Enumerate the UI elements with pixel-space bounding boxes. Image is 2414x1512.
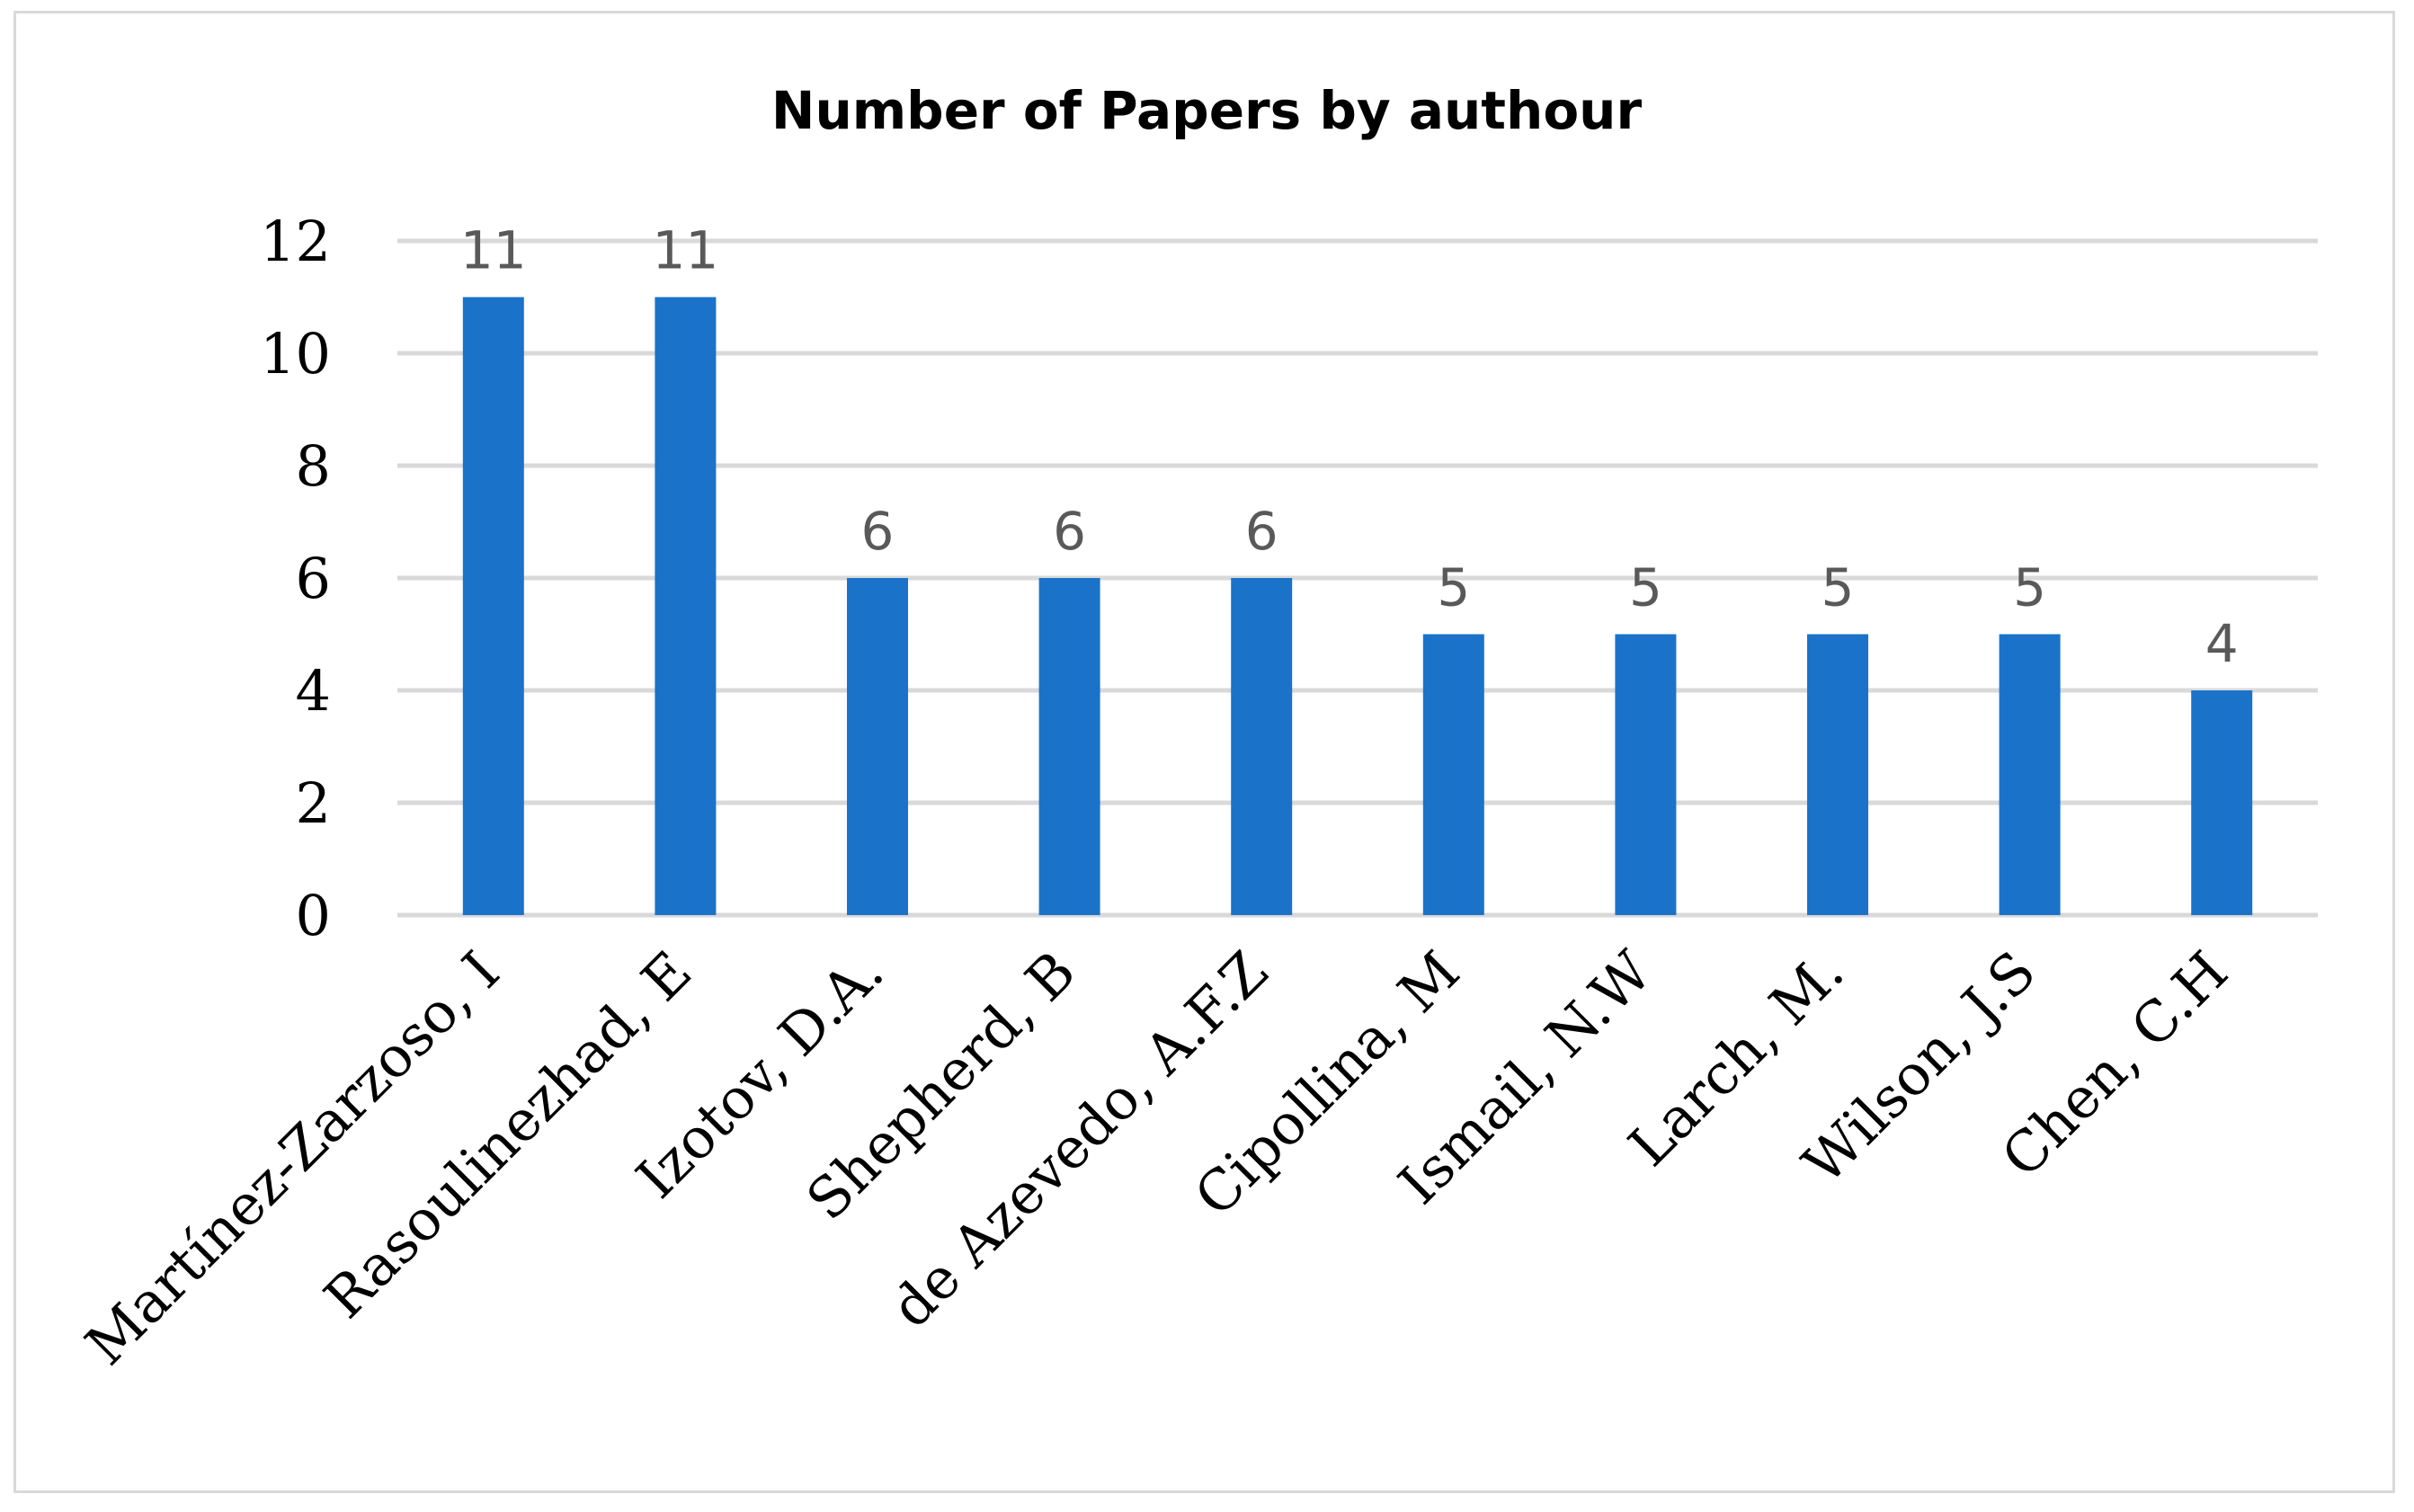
x-tick-label: de Azevedo, A.F.Z	[878, 938, 1280, 1340]
bar	[1807, 634, 1868, 915]
data-label: 6	[1053, 501, 1086, 562]
data-label: 6	[861, 501, 895, 562]
data-label: 5	[2013, 557, 2046, 618]
y-tick-label: 0	[296, 883, 331, 948]
data-label: 6	[1245, 501, 1278, 562]
data-label: 11	[460, 220, 527, 281]
bar	[1231, 578, 1293, 915]
y-tick-label: 12	[260, 209, 331, 274]
data-label: 4	[2205, 613, 2239, 674]
data-label: 5	[1437, 557, 1470, 618]
bar	[655, 297, 717, 915]
bar	[847, 578, 908, 915]
bars	[462, 297, 2253, 915]
y-tick-label: 10	[260, 321, 331, 387]
data-labels: 11 11 6 6 6 5 5 5 5 4	[460, 220, 2239, 675]
chart-title: Number of Papers by authour	[771, 80, 1643, 141]
y-axis-ticks: 0 2 4 6 8 10 12	[260, 209, 331, 948]
y-tick-label: 2	[296, 770, 331, 836]
x-tick-label: Rasoulinezhad, E	[311, 938, 704, 1331]
y-tick-label: 4	[296, 658, 331, 724]
y-tick-label: 6	[296, 546, 331, 611]
chart-frame	[13, 11, 2395, 1493]
bar	[1422, 634, 1484, 915]
bar	[462, 297, 524, 915]
data-label: 5	[1822, 557, 1855, 618]
bar	[1038, 578, 1100, 915]
bar	[1999, 634, 2061, 915]
gridlines	[397, 238, 2318, 918]
bar	[2191, 690, 2253, 915]
bar	[1615, 634, 1677, 915]
y-tick-label: 8	[296, 433, 331, 499]
data-label: 5	[1629, 557, 1662, 618]
data-label: 11	[652, 220, 718, 281]
